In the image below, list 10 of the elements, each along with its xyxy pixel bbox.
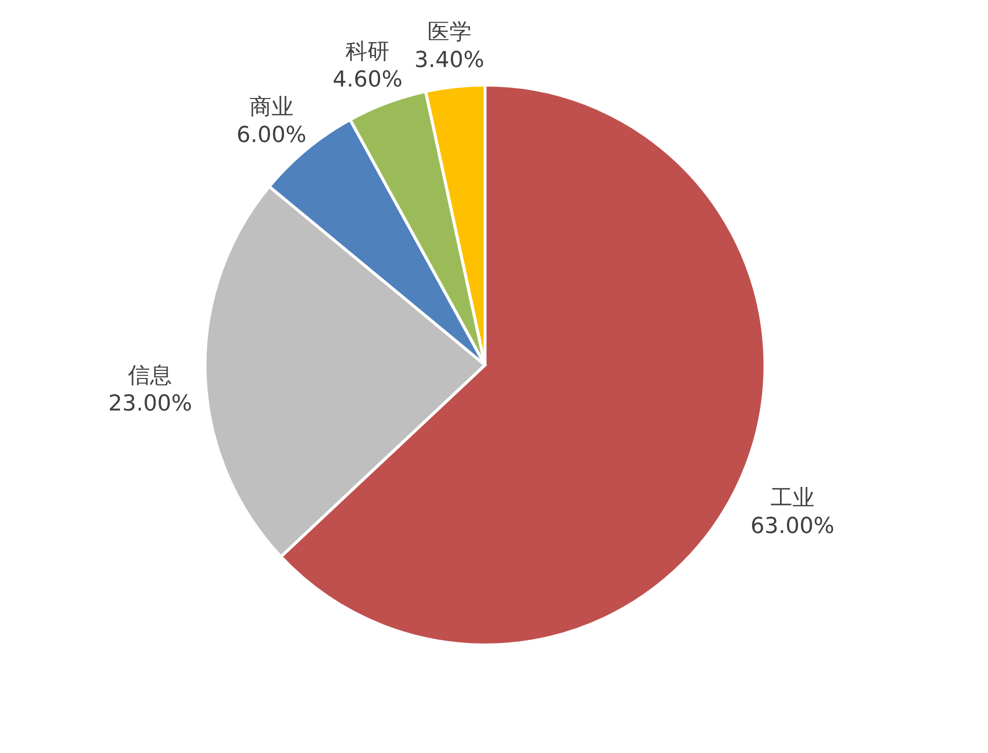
- data-label: 4.60%: [332, 67, 403, 92]
- data-label: 23.00%: [108, 392, 192, 417]
- data-label: 3.40%: [414, 48, 484, 73]
- slice-label: 医学: [427, 20, 472, 45]
- slice-label: 工业: [770, 486, 814, 512]
- data-label: 6.00%: [236, 122, 306, 148]
- slice-label: 科研: [346, 39, 390, 64]
- data-label: 63.00%: [750, 514, 834, 540]
- slice-label: 信息: [128, 364, 172, 389]
- slice-label: 商业: [249, 94, 294, 120]
